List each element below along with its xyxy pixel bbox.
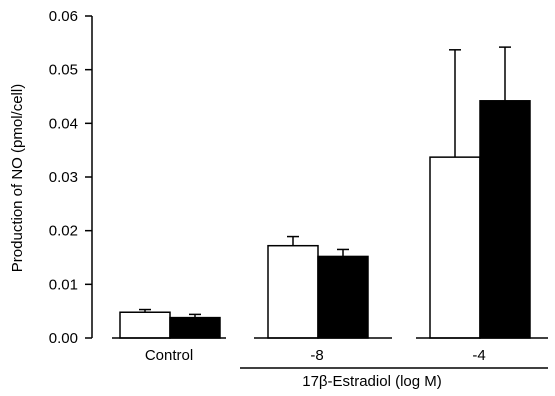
x-category-label: -4 bbox=[472, 347, 485, 364]
x-category-label: Control bbox=[145, 347, 193, 364]
group-axis-title: 17β-Estradiol (log M) bbox=[302, 373, 442, 390]
y-tick-label: 0.06 bbox=[49, 8, 78, 25]
bars bbox=[119, 46, 531, 339]
x-axis: Control -8 -4 bbox=[112, 337, 548, 369]
y-tick-label: 0.03 bbox=[49, 169, 78, 186]
y-axis: 0.00 0.01 0.02 0.03 0.04 0.05 0.06 bbox=[49, 8, 93, 347]
y-tick-label: 0.01 bbox=[49, 276, 78, 293]
y-tick-label: 0.05 bbox=[49, 62, 78, 79]
bar bbox=[479, 100, 531, 339]
bar bbox=[429, 156, 481, 339]
bar bbox=[267, 244, 319, 339]
bar bbox=[317, 255, 369, 339]
y-tick-label: 0.04 bbox=[49, 115, 78, 132]
bar bbox=[169, 316, 221, 339]
x-category-label: -8 bbox=[310, 347, 323, 364]
y-tick-label: 0.00 bbox=[49, 330, 78, 347]
y-axis-title: Production of NO (pmol/cell) bbox=[9, 84, 26, 272]
bar bbox=[119, 311, 171, 339]
y-tick-label: 0.02 bbox=[49, 223, 78, 240]
